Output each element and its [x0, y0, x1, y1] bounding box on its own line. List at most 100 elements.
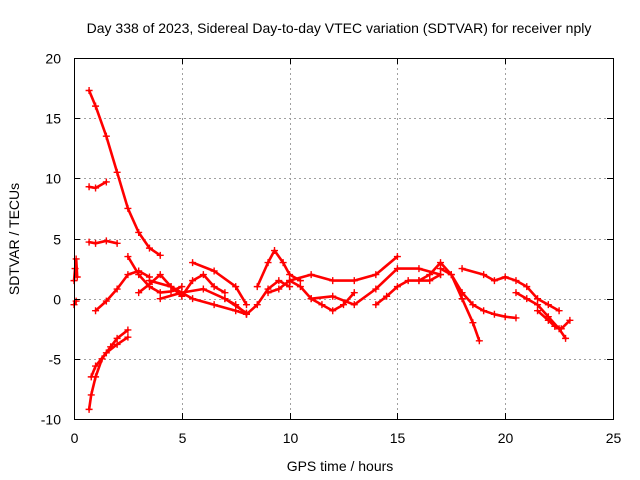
series-arc-21: [437, 265, 520, 322]
data-point: [87, 373, 95, 381]
data-point: [85, 183, 93, 191]
series-arc-15: [253, 247, 304, 291]
data-point: [221, 289, 229, 297]
data-point: [178, 283, 186, 291]
data-point: [145, 277, 153, 285]
data-point: [72, 297, 80, 305]
y-tick-label: -10: [41, 412, 61, 428]
data-point: [458, 265, 466, 273]
data-point: [480, 271, 488, 279]
data-point: [426, 271, 434, 279]
data-point: [189, 295, 197, 303]
data-point: [199, 285, 207, 293]
data-point: [523, 283, 531, 291]
data-point: [156, 295, 164, 303]
data-point: [501, 273, 509, 281]
data-point: [501, 313, 509, 321]
data-point: [232, 307, 240, 315]
data-point: [372, 285, 380, 293]
data-point: [458, 295, 466, 303]
data-point: [296, 283, 304, 291]
data-point: [102, 132, 110, 140]
data-point: [124, 271, 132, 279]
data-point: [512, 277, 520, 285]
data-point: [113, 340, 121, 348]
data-point: [350, 301, 358, 309]
y-tick-label: 5: [53, 232, 61, 248]
data-point: [124, 253, 132, 261]
data-point: [242, 310, 250, 318]
data-point: [469, 301, 477, 309]
data-point: [286, 283, 294, 291]
data-point: [92, 239, 100, 247]
data-point: [534, 295, 542, 303]
x-axis-label: GPS time / hours: [287, 458, 394, 474]
data-point: [286, 277, 294, 285]
x-tick-label: 0: [71, 430, 79, 446]
data-point: [113, 285, 121, 293]
data-point: [242, 301, 250, 309]
data-point: [92, 184, 100, 192]
data-point: [156, 271, 164, 279]
data-point: [566, 316, 574, 324]
data-point: [458, 289, 466, 297]
data-point: [404, 277, 412, 285]
data-point: [544, 301, 552, 309]
data-point: [329, 277, 337, 285]
data-point: [102, 178, 110, 186]
series-line: [191, 261, 248, 306]
series-arc-14: [221, 277, 294, 318]
data-point: [124, 326, 132, 334]
y-tick-label: 10: [45, 171, 61, 187]
data-point: [350, 277, 358, 285]
series-arc-17: [286, 253, 401, 285]
data-point: [232, 283, 240, 291]
data-point: [210, 267, 218, 275]
data-point: [189, 259, 197, 267]
series-arc-24: [534, 307, 574, 333]
data-point: [372, 271, 380, 279]
x-tick-labels: 0 5 10 15 20 25: [71, 430, 622, 446]
data-point: [393, 253, 401, 261]
chart-title: Day 338 of 2023, Sidereal Day-to-day VTE…: [87, 20, 592, 36]
series-line: [288, 255, 399, 282]
y-tick-labels: -10 -5 0 5 10 15 20: [41, 51, 61, 428]
series-arc-11: [145, 277, 250, 318]
data-point: [490, 310, 498, 318]
x-tick-label: 10: [283, 430, 299, 446]
series-arc-1: [85, 86, 164, 259]
series-line: [514, 291, 567, 340]
data-point: [555, 307, 563, 315]
data-point: [340, 301, 347, 309]
data-point: [156, 251, 164, 259]
series-arc-4: [70, 255, 81, 285]
data-point: [372, 301, 380, 309]
series-arc-2: [85, 178, 110, 192]
data-point: [210, 301, 218, 309]
data-point: [469, 319, 477, 327]
data-point: [221, 295, 229, 303]
data-point: [544, 316, 552, 324]
data-point: [102, 237, 110, 245]
data-point: [480, 307, 488, 315]
y-tick-label: 20: [45, 51, 61, 67]
data-point: [437, 271, 445, 279]
data-point: [275, 285, 283, 293]
data-point: [210, 283, 218, 291]
data-point: [437, 265, 445, 273]
data-point: [415, 277, 423, 285]
data-point: [318, 301, 326, 309]
data-series: [70, 86, 574, 413]
series-arc-13: [189, 259, 250, 309]
series-arc-3: [85, 237, 121, 247]
data-point: [85, 238, 93, 246]
data-point: [512, 289, 520, 297]
data-point: [475, 337, 483, 345]
data-point: [72, 255, 80, 263]
data-point: [275, 277, 283, 285]
series-arc-6: [92, 267, 153, 315]
data-point: [307, 295, 315, 303]
data-point: [393, 265, 401, 273]
data-point: [102, 349, 110, 357]
